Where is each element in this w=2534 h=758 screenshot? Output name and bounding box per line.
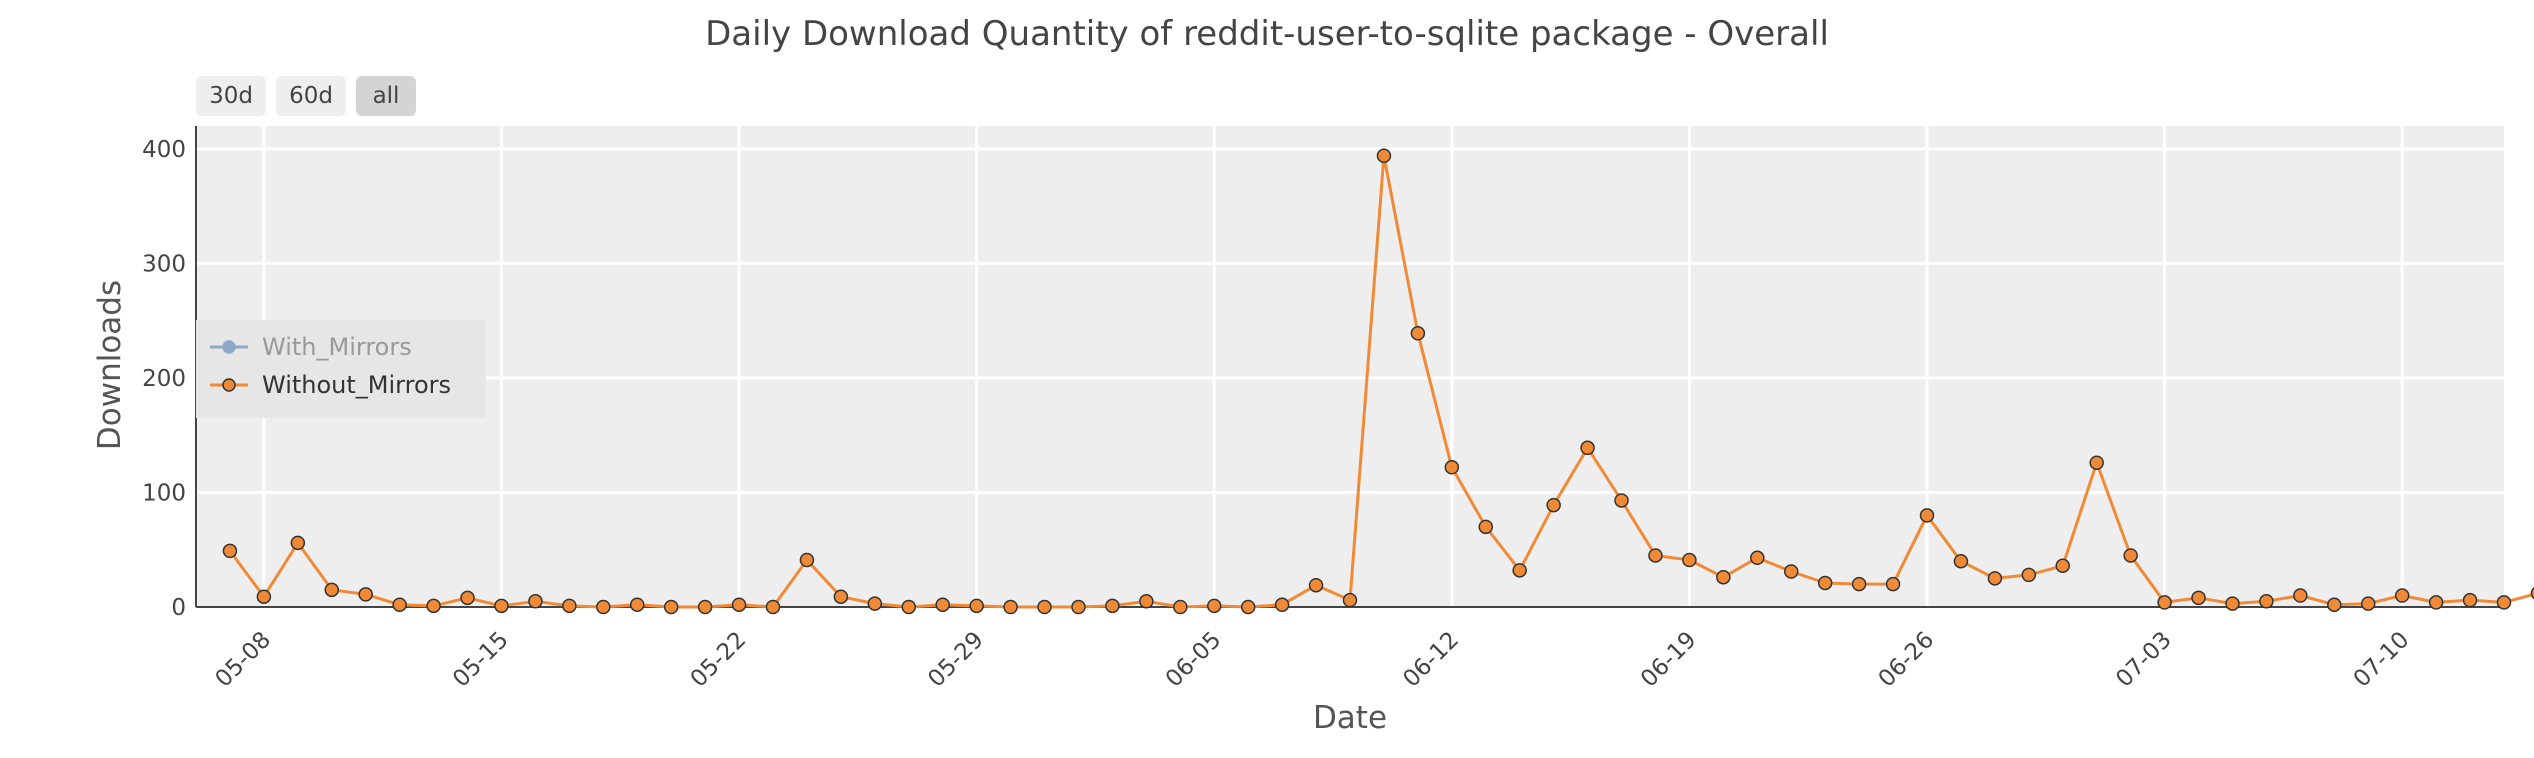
data-point xyxy=(2157,595,2172,610)
data-point xyxy=(358,587,373,602)
data-point xyxy=(1614,493,1629,508)
data-point xyxy=(1173,599,1188,615)
data-point xyxy=(663,599,679,615)
data-point xyxy=(256,589,272,604)
legend-label-without-mirrors: Without_Mirrors xyxy=(262,371,452,399)
legend-swatch-without-mirrors xyxy=(210,378,248,392)
x-tick-label: 06-05 xyxy=(1161,627,1227,693)
x-tick-label: 05-22 xyxy=(686,627,752,693)
plot-background xyxy=(196,126,2504,607)
data-point xyxy=(1274,597,1290,612)
data-point xyxy=(935,597,950,612)
data-point xyxy=(2055,558,2071,574)
x-tick-label: 06-19 xyxy=(1636,627,1702,693)
data-point xyxy=(697,599,713,615)
data-point xyxy=(2021,567,2037,583)
data-point xyxy=(901,599,917,615)
legend-swatch-with-mirrors xyxy=(210,340,248,354)
legend-item-with-mirrors[interactable]: With_Mirrors xyxy=(208,330,412,364)
legend-item-without-mirrors[interactable]: Without_Mirrors xyxy=(208,368,451,402)
data-point xyxy=(460,590,475,606)
data-point xyxy=(1953,553,1969,569)
legend: With_Mirrors Without_Mirrors xyxy=(196,320,486,418)
x-tick-label: 06-26 xyxy=(1874,627,1940,693)
data-point xyxy=(1919,508,1935,523)
data-point xyxy=(392,597,407,612)
data-point xyxy=(1410,326,1426,341)
data-point xyxy=(494,598,509,614)
data-point xyxy=(1003,599,1018,615)
x-tick-label: 07-10 xyxy=(2349,627,2415,693)
data-point xyxy=(2496,595,2512,610)
range-button-all[interactable]: all xyxy=(356,76,416,116)
data-point xyxy=(1342,592,1358,608)
y-tick-label: 300 xyxy=(142,251,186,277)
data-point xyxy=(1716,569,1731,585)
x-tick-label: 05-08 xyxy=(210,627,276,693)
data-point xyxy=(2191,590,2206,606)
data-point xyxy=(1240,599,1256,615)
data-point xyxy=(765,599,781,615)
data-point xyxy=(1139,594,1154,609)
y-tick-label: 400 xyxy=(142,137,186,163)
data-point xyxy=(1851,576,1867,592)
data-point xyxy=(1037,599,1052,615)
data-point xyxy=(2360,596,2376,611)
data-point xyxy=(833,589,849,604)
data-point xyxy=(799,552,815,568)
data-point xyxy=(324,582,340,598)
x-axis-title: Date xyxy=(1313,700,1387,736)
data-point xyxy=(222,543,238,559)
data-point xyxy=(2293,588,2308,603)
data-point xyxy=(1206,598,1222,614)
data-point xyxy=(1783,564,1799,579)
data-point xyxy=(1682,552,1697,568)
data-point xyxy=(867,596,883,611)
data-point xyxy=(1885,576,1901,592)
data-point xyxy=(1987,571,2003,586)
data-point xyxy=(2394,588,2410,603)
y-axis-title: Downloads xyxy=(92,280,128,450)
data-point xyxy=(290,535,306,551)
data-point xyxy=(1478,519,1494,535)
x-tick-label: 05-29 xyxy=(923,627,989,693)
data-point xyxy=(629,597,645,612)
y-tick-label: 200 xyxy=(142,366,186,392)
data-point xyxy=(1580,440,1595,456)
data-point xyxy=(596,599,611,615)
range-button-60d[interactable]: 60d xyxy=(276,76,346,116)
data-point xyxy=(528,594,543,609)
data-point xyxy=(1376,148,1392,164)
data-point xyxy=(2327,597,2342,612)
data-point xyxy=(426,598,441,614)
data-point xyxy=(1546,497,1561,513)
data-point xyxy=(1444,460,1460,475)
data-point xyxy=(1750,550,1765,566)
data-point xyxy=(1071,599,1086,615)
data-point xyxy=(2225,596,2240,611)
chart-title: Daily Download Quantity of reddit-user-t… xyxy=(705,14,1829,54)
y-tick-label: 100 xyxy=(142,480,186,506)
data-point xyxy=(2259,594,2274,609)
data-point xyxy=(731,597,747,612)
data-point xyxy=(1648,548,1663,563)
data-point xyxy=(2462,592,2478,608)
y-tick-label: 0 xyxy=(171,595,186,621)
data-point xyxy=(2530,587,2534,600)
data-point xyxy=(562,598,577,614)
data-point xyxy=(1308,577,1324,593)
data-point xyxy=(2089,455,2104,470)
x-tick-label: 06-12 xyxy=(1398,627,1464,693)
x-tick-label: 07-03 xyxy=(2111,627,2177,693)
data-point xyxy=(2428,595,2444,610)
data-point xyxy=(969,598,984,614)
data-point xyxy=(1105,598,1120,614)
range-button-30d[interactable]: 30d xyxy=(196,76,266,116)
data-point xyxy=(1512,563,1527,578)
data-point xyxy=(1817,575,1833,591)
x-tick-label: 05-15 xyxy=(448,627,514,693)
legend-label-with-mirrors: With_Mirrors xyxy=(262,333,412,361)
data-point xyxy=(2123,548,2138,563)
